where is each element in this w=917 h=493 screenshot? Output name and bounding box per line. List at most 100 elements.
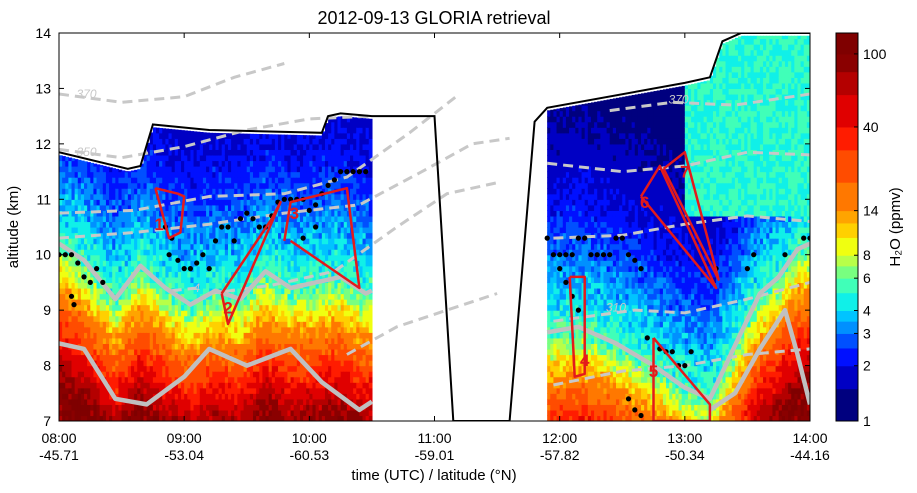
heatmap-cell <box>193 160 198 167</box>
heatmap-cell <box>156 409 160 417</box>
heatmap-cell <box>350 310 354 317</box>
heatmap-cell <box>162 143 166 150</box>
heatmap-cell <box>68 299 73 306</box>
heatmap-cell <box>346 321 351 328</box>
heatmap-cell <box>312 138 317 145</box>
heatmap-cell <box>243 221 248 228</box>
heatmap-cell <box>84 315 88 322</box>
heatmap-cell <box>290 360 295 367</box>
heatmap-cell <box>362 415 367 421</box>
heatmap-cell <box>337 204 342 211</box>
heatmap-cell <box>318 299 323 306</box>
heatmap-cell <box>227 171 232 178</box>
heatmap-cell <box>59 155 63 162</box>
heatmap-cell <box>209 143 213 150</box>
heatmap-cell <box>284 354 289 361</box>
heatmap-cell <box>102 404 107 411</box>
heatmap-cell <box>140 404 145 411</box>
heatmap-cell <box>84 243 88 250</box>
heatmap-cell <box>256 193 260 200</box>
heatmap-cell <box>350 154 354 162</box>
heatmap-cell <box>121 332 126 339</box>
heatmap-cell <box>184 238 188 245</box>
heatmap-cell <box>356 332 360 339</box>
heatmap-cell <box>87 326 91 333</box>
heatmap-cell <box>93 171 98 178</box>
heatmap-cell <box>350 409 354 417</box>
heatmap-cell <box>350 299 354 306</box>
heatmap-cell <box>350 376 354 383</box>
heatmap-cell <box>234 204 238 211</box>
heatmap-cell <box>259 138 263 145</box>
heatmap-cell <box>171 249 176 256</box>
heatmap-cell <box>278 371 282 378</box>
heatmap-cell <box>362 371 367 378</box>
heatmap-cell <box>62 238 66 245</box>
heatmap-cell <box>274 304 279 311</box>
heatmap-cell <box>149 365 154 372</box>
heatmap-cell <box>202 143 207 150</box>
heatmap-cell <box>199 337 204 344</box>
heatmap-cell <box>224 238 229 245</box>
heatmap-cell <box>152 188 157 195</box>
heatmap-cell <box>350 382 354 389</box>
heatmap-cell <box>346 132 351 139</box>
heatmap-cell <box>324 204 329 211</box>
heatmap-cell <box>218 143 223 150</box>
heatmap-cell <box>152 282 157 289</box>
heatmap-cell <box>140 299 145 306</box>
heatmap-cell <box>190 243 195 250</box>
heatmap-cell <box>134 404 138 411</box>
heatmap-cell <box>343 243 348 250</box>
heatmap-cell <box>127 215 132 223</box>
heatmap-cell <box>253 354 257 361</box>
heatmap-cell <box>59 332 63 339</box>
heatmap-cell <box>312 387 317 394</box>
heatmap-cell <box>127 210 132 217</box>
heatmap-cell <box>343 404 348 411</box>
heatmap-cell <box>356 371 360 378</box>
heatmap-cell <box>118 415 123 421</box>
heatmap-cell <box>343 210 348 217</box>
heatmap-cell <box>152 215 157 223</box>
heatmap-cell <box>202 415 207 421</box>
heatmap-cell <box>296 376 301 383</box>
heatmap-cell <box>337 287 342 295</box>
heatmap-cell <box>278 343 282 350</box>
heatmap-cell <box>202 182 207 189</box>
heatmap-cell <box>359 409 364 417</box>
heatmap-cell <box>96 310 101 317</box>
heatmap-cell <box>62 326 66 333</box>
heatmap-cell <box>271 160 276 167</box>
heatmap-cell <box>309 160 314 167</box>
heatmap-cell <box>324 321 329 328</box>
heatmap-cell <box>287 376 292 383</box>
heatmap-cell <box>84 282 88 289</box>
heatmap-cell <box>324 243 329 250</box>
heatmap-cell <box>318 177 323 184</box>
heatmap-cell <box>331 409 335 417</box>
heatmap-cell <box>124 271 129 278</box>
heatmap-cell <box>130 326 135 333</box>
heatmap-cell <box>234 265 238 272</box>
heatmap-cell <box>165 265 170 272</box>
heatmap-cell <box>87 415 91 421</box>
heatmap-cell <box>353 365 357 372</box>
heatmap-cell <box>268 254 273 261</box>
heatmap-cell <box>343 254 348 261</box>
heatmap-cell <box>324 371 329 378</box>
heatmap-cell <box>74 332 79 339</box>
heatmap-cell <box>231 149 235 156</box>
heatmap-cell <box>259 260 263 267</box>
heatmap-cell <box>340 354 345 361</box>
heatmap-cell <box>152 138 157 145</box>
heatmap-cell <box>234 321 238 328</box>
heatmap-cell <box>343 337 348 344</box>
heatmap-cell <box>362 409 367 417</box>
heatmap-cell <box>224 398 229 405</box>
heatmap-cell <box>290 215 295 223</box>
heatmap-cell <box>318 199 323 206</box>
heatmap-cell <box>156 326 160 333</box>
heatmap-cell <box>162 182 166 189</box>
heatmap-cell <box>143 221 148 228</box>
